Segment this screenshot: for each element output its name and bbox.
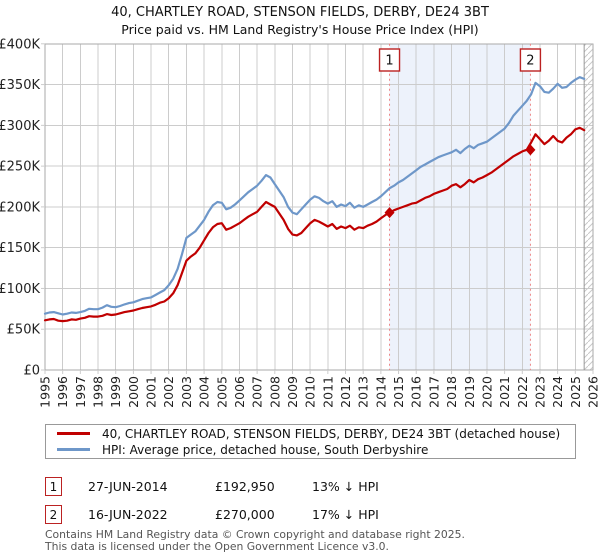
x-tick-label: 2025 <box>568 376 583 408</box>
sale-price-1: £192,950 <box>215 479 275 494</box>
x-tick-label: 2015 <box>391 376 406 408</box>
y-tick-label: £0 <box>23 364 40 379</box>
x-tick-label: 2011 <box>320 376 335 408</box>
sale-hpi-delta-2: 17% ↓ HPI <box>312 507 379 522</box>
hpi-series-label: HPI: Average price, detached house, Sout… <box>102 442 429 457</box>
x-tick-label: 2013 <box>356 376 371 408</box>
license-line-1: Contains HM Land Registry data © Crown c… <box>45 528 465 541</box>
price-chart-canvas: 1 2 £0 £50K £100K £150K £200K £250K £300K £350K £4… <box>0 37 600 408</box>
x-tick-label: 2023 <box>532 376 547 408</box>
license-note: Contains HM Land Registry data © Crown c… <box>45 529 465 553</box>
price-paid-line <box>43 126 586 323</box>
y-tick-label: £250K <box>0 160 40 175</box>
x-tick-label: 2008 <box>267 376 282 408</box>
x-tick-label: 1996 <box>55 376 70 408</box>
x-tick-label: 2005 <box>214 376 229 408</box>
x-tick-label: 2010 <box>303 376 318 408</box>
page-title: 40, CHARTLEY ROAD, STENSON FIELDS, DERBY… <box>111 5 489 20</box>
sale-number-badge-1: 1 <box>45 477 62 496</box>
sale-annotation-2: 2 16-JUN-2022 £270,000 17% ↓ HPI <box>45 505 585 524</box>
legend-item-price: 40, CHARTLEY ROAD, STENSON FIELDS, DERBY… <box>57 426 575 441</box>
legend: 40, CHARTLEY ROAD, STENSON FIELDS, DERBY… <box>45 424 576 459</box>
sale-price-2: £270,000 <box>215 507 275 522</box>
sale-date-2: 16-JUN-2022 <box>88 507 168 522</box>
sale-annotation-1: 1 27-JUN-2014 £192,950 13% ↓ HPI <box>45 477 585 496</box>
y-tick-label: £350K <box>0 78 40 93</box>
x-tick-label: 2006 <box>232 376 247 408</box>
x-tick-label: 2003 <box>179 376 194 408</box>
x-tick-label: 2002 <box>161 376 176 408</box>
x-tick-label: 1999 <box>108 376 123 408</box>
y-tick-label: £200K <box>0 200 40 215</box>
y-tick-label: £300K <box>0 119 40 134</box>
legend-item-hpi: HPI: Average price, detached house, Sout… <box>57 442 575 457</box>
x-tick-label: 2001 <box>144 376 159 408</box>
sale-flag-label-1: 1 <box>385 54 393 69</box>
price-series-swatch <box>57 432 90 435</box>
sale-flag-label-2: 2 <box>526 54 534 69</box>
license-line-2: This data is licensed under the Open Gov… <box>45 539 389 553</box>
x-tick-label: 2014 <box>373 376 388 408</box>
price-series-label: 40, CHARTLEY ROAD, STENSON FIELDS, DERBY… <box>102 426 561 441</box>
y-tick-label: £150K <box>0 241 40 256</box>
x-tick-label: 2017 <box>426 376 441 408</box>
y-tick-label: £100K <box>0 282 40 297</box>
x-tick-label: 2020 <box>479 376 494 408</box>
x-tick-label: 2016 <box>409 376 424 408</box>
sale-date-1: 27-JUN-2014 <box>88 479 168 494</box>
sale-marker-2 <box>525 144 536 156</box>
page-subtitle: Price paid vs. HM Land Registry's House … <box>121 22 479 37</box>
x-tick-label: 1998 <box>91 376 106 408</box>
sale-marker-1 <box>384 207 395 219</box>
y-tick-label: £400K <box>0 37 40 52</box>
y-tick-label: £50K <box>7 323 41 338</box>
x-tick-label: 2019 <box>462 376 477 408</box>
x-tick-label: 1997 <box>73 376 88 408</box>
hpi-series-swatch <box>57 448 90 451</box>
x-tick-label: 2004 <box>197 376 212 408</box>
x-tick-label: 2007 <box>250 376 265 408</box>
x-tick-label: 2000 <box>126 376 141 408</box>
x-tick-label: 2018 <box>444 376 459 408</box>
hpi-line <box>43 76 586 316</box>
x-tick-label: 1995 <box>38 376 53 408</box>
sale-hpi-delta-1: 13% ↓ HPI <box>312 479 379 494</box>
x-tick-label: 2012 <box>338 376 353 408</box>
x-tick-label: 2024 <box>550 376 565 408</box>
x-tick-label: 2022 <box>515 376 530 408</box>
x-tick-label: 2026 <box>586 376 600 408</box>
sale-number-badge-2: 2 <box>45 505 62 524</box>
x-tick-label: 2009 <box>285 376 300 408</box>
sale-flag-2 <box>519 48 542 72</box>
sale-flag-1 <box>378 48 401 72</box>
x-tick-label: 2021 <box>497 376 512 408</box>
